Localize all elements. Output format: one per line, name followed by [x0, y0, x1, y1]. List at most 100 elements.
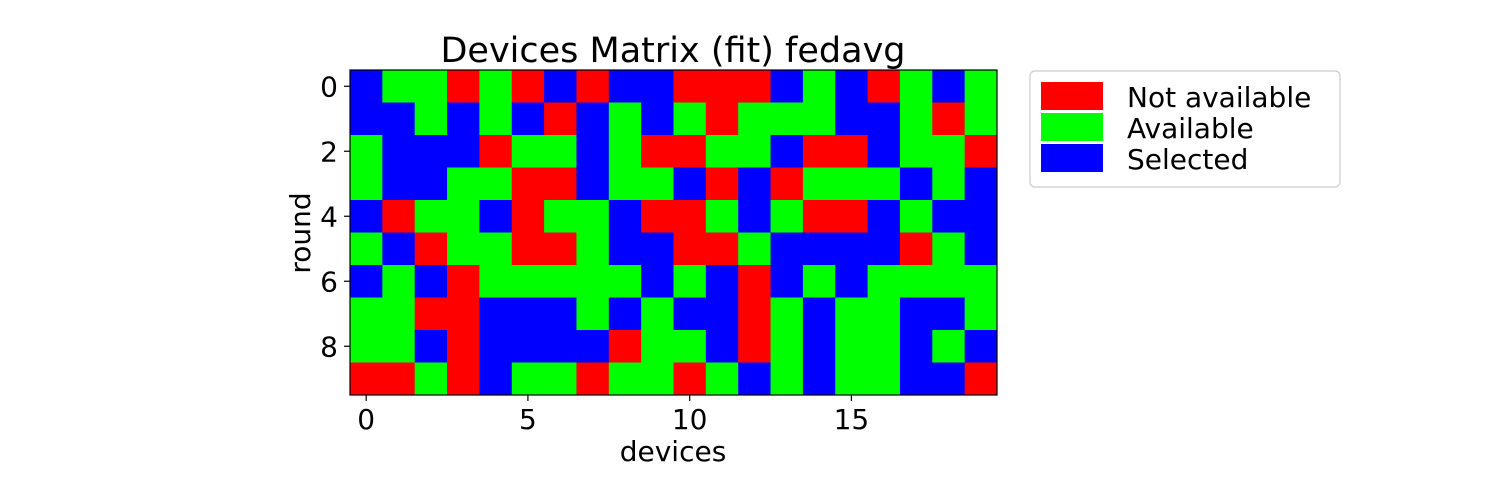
heatmap-cell: [705, 232, 739, 266]
heatmap-cell: [899, 330, 933, 363]
heatmap-cell: [479, 232, 513, 266]
heatmap-cells: [350, 70, 998, 396]
x-tick-label: 5: [519, 403, 537, 436]
heatmap-cell: [932, 362, 966, 396]
heatmap-cell: [899, 135, 933, 168]
legend-label: Selected: [1127, 143, 1248, 176]
heatmap-cell: [964, 70, 998, 103]
heatmap-cell: [350, 102, 383, 136]
heatmap-cell: [447, 135, 480, 168]
heatmap-cell: [867, 362, 901, 396]
heatmap-cell: [382, 167, 416, 201]
heatmap-cell: [350, 167, 383, 201]
heatmap-cell: [447, 232, 480, 266]
heatmap-cell: [479, 330, 513, 363]
heatmap-cell: [673, 265, 707, 298]
y-tick-label: 6: [320, 265, 338, 298]
heatmap-cell: [802, 70, 836, 103]
heatmap-cell: [802, 200, 836, 233]
heatmap-cell: [350, 362, 383, 396]
heatmap-cell: [770, 200, 804, 233]
heatmap-cell: [964, 362, 998, 396]
heatmap-cell: [770, 167, 804, 201]
heatmap-cell: [350, 297, 383, 331]
heatmap-cell: [447, 297, 480, 331]
heatmap-cell: [899, 167, 933, 201]
heatmap-cell: [576, 167, 610, 201]
heatmap-cell: [705, 200, 739, 233]
heatmap-cell: [576, 297, 610, 331]
heatmap-cell: [479, 265, 513, 298]
heatmap-cell: [382, 362, 416, 396]
y-axis-label: round: [284, 192, 317, 273]
heatmap-cell: [867, 232, 901, 266]
heatmap-cell: [705, 167, 739, 201]
heatmap-cell: [641, 297, 674, 331]
heatmap-cell: [511, 297, 545, 331]
heatmap-cell: [576, 200, 610, 233]
heatmap-cell: [414, 70, 448, 103]
heatmap-cell: [641, 200, 674, 233]
heatmap-cell: [932, 167, 966, 201]
heatmap-cell: [738, 167, 772, 201]
heatmap-cell: [479, 362, 513, 396]
legend-swatch: [1041, 144, 1103, 172]
heatmap-cell: [673, 70, 707, 103]
heatmap-cell: [608, 330, 642, 363]
heatmap-cell: [835, 362, 869, 396]
heatmap-cell: [447, 167, 480, 201]
heatmap-cell: [835, 232, 869, 266]
x-tick-label: 15: [834, 403, 870, 436]
heatmap-cell: [608, 135, 642, 168]
heatmap-cell: [544, 330, 577, 363]
heatmap-cell: [835, 135, 869, 168]
heatmap-cell: [350, 330, 383, 363]
heatmap-cell: [738, 362, 772, 396]
heatmap-cell: [479, 297, 513, 331]
x-tick-label: 10: [672, 403, 708, 436]
heatmap-cell: [608, 70, 642, 103]
heatmap-cell: [867, 167, 901, 201]
heatmap-cell: [608, 200, 642, 233]
heatmap-cell: [479, 200, 513, 233]
y-tick-label: 8: [320, 330, 338, 363]
heatmap-cell: [705, 102, 739, 136]
heatmap-cell: [673, 297, 707, 331]
heatmap-cell: [964, 265, 998, 298]
heatmap-cell: [544, 102, 577, 136]
heatmap-cell: [641, 232, 674, 266]
heatmap-cell: [576, 102, 610, 136]
heatmap-cell: [738, 135, 772, 168]
heatmap-cell: [899, 70, 933, 103]
heatmap-cell: [673, 232, 707, 266]
x-axis-ticks: 0 5 10 15: [357, 395, 869, 436]
heatmap-cell: [835, 265, 869, 298]
heatmap-cell: [738, 297, 772, 331]
heatmap-cell: [705, 362, 739, 396]
heatmap-cell: [932, 70, 966, 103]
heatmap-cell: [899, 200, 933, 233]
heatmap-cell: [899, 232, 933, 266]
heatmap-cell: [705, 297, 739, 331]
heatmap-cell: [544, 265, 577, 298]
heatmap-cell: [705, 265, 739, 298]
heatmap-cell: [964, 232, 998, 266]
heatmap-cell: [641, 102, 674, 136]
heatmap-cell: [641, 330, 674, 363]
heatmap-cell: [350, 135, 383, 168]
heatmap-cell: [738, 330, 772, 363]
heatmap-cell: [867, 200, 901, 233]
heatmap-cell: [835, 70, 869, 103]
heatmap-cell: [576, 362, 610, 396]
heatmap-cell: [511, 265, 545, 298]
heatmap-cell: [479, 135, 513, 168]
heatmap-cell: [738, 200, 772, 233]
heatmap-cell: [835, 200, 869, 233]
heatmap-cell: [932, 330, 966, 363]
heatmap-cell: [964, 200, 998, 233]
heatmap-cell: [641, 135, 674, 168]
heatmap-cell: [382, 297, 416, 331]
heatmap-cell: [414, 297, 448, 331]
